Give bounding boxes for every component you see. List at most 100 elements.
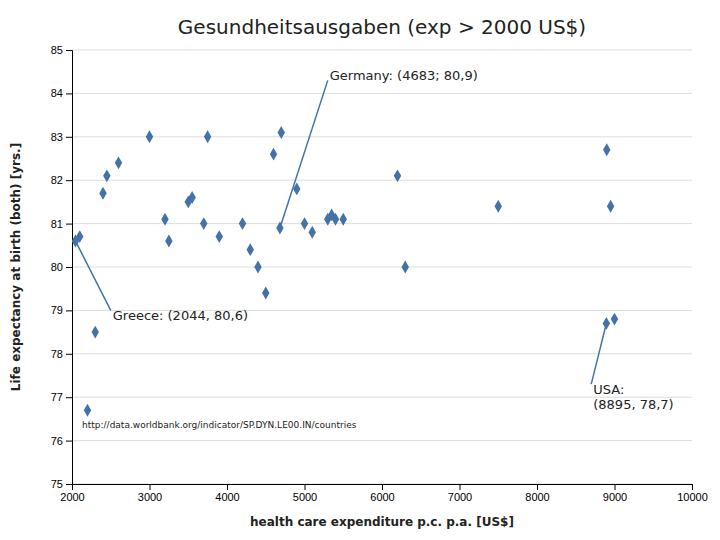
point bbox=[394, 169, 401, 182]
tick: 9000 bbox=[603, 484, 627, 503]
grid-line bbox=[72, 267, 692, 268]
tick-mark bbox=[66, 50, 72, 51]
annotations: Germany: (4683; 80,9) Greece: (2044, 80,6… bbox=[75, 68, 673, 430]
point bbox=[103, 169, 110, 182]
tick-label: 84 bbox=[51, 87, 63, 99]
grid-line bbox=[72, 440, 692, 441]
tick-mark bbox=[66, 180, 72, 181]
tick: 75 bbox=[51, 478, 72, 490]
tick: 2000 bbox=[60, 484, 84, 503]
tick-mark bbox=[305, 484, 306, 490]
point bbox=[340, 213, 347, 226]
tick-label: 82 bbox=[51, 174, 63, 186]
tick-label: 83 bbox=[51, 131, 63, 143]
x-axis: 2000 3000 4000 5000 6000 7000 8000 9000 10000 bbox=[60, 484, 708, 503]
tick: 85 bbox=[51, 44, 72, 56]
point bbox=[76, 230, 83, 243]
tick-mark bbox=[537, 484, 538, 490]
plot-area: 2000 3000 4000 5000 6000 7000 8000 9000 10000 75 7… bbox=[51, 44, 708, 503]
title: Gesundheitsausgaben (exp > 2000 US$) bbox=[178, 15, 586, 39]
point bbox=[278, 126, 285, 139]
tick: 5000 bbox=[293, 484, 317, 503]
point bbox=[495, 200, 502, 213]
tick-label: 7000 bbox=[448, 491, 472, 503]
tick-mark bbox=[66, 93, 72, 94]
point bbox=[204, 130, 211, 143]
annotation: Germany: (4683; 80,9) bbox=[330, 68, 478, 83]
tick-label: 80 bbox=[51, 261, 63, 273]
tick-label: 5000 bbox=[293, 491, 317, 503]
tick-mark bbox=[615, 484, 616, 490]
tick-mark bbox=[66, 354, 72, 355]
tick-mark bbox=[66, 441, 72, 442]
point bbox=[301, 217, 308, 230]
tick-label: 75 bbox=[51, 478, 63, 490]
tick-label: 76 bbox=[51, 435, 63, 447]
axis-line bbox=[66, 51, 73, 485]
point bbox=[402, 261, 409, 274]
tick: 80 bbox=[51, 261, 72, 273]
point bbox=[332, 213, 339, 226]
tick-mark bbox=[227, 484, 228, 490]
tick-mark bbox=[150, 484, 151, 490]
point bbox=[247, 243, 254, 256]
tick-label: 4000 bbox=[215, 491, 239, 503]
point bbox=[216, 230, 223, 243]
tick-label: 10000 bbox=[677, 491, 708, 503]
tick-label: 8000 bbox=[525, 491, 549, 503]
tick: 84 bbox=[51, 87, 72, 99]
point bbox=[165, 235, 172, 248]
tick: 82 bbox=[51, 174, 72, 186]
tick: 4000 bbox=[215, 484, 239, 503]
tick-label: 85 bbox=[51, 44, 63, 56]
point bbox=[161, 213, 168, 226]
tick-mark bbox=[460, 484, 461, 490]
tick-mark bbox=[66, 267, 72, 268]
grid-line bbox=[72, 136, 692, 137]
point bbox=[115, 156, 122, 169]
grid-line bbox=[72, 93, 692, 94]
point bbox=[84, 404, 91, 417]
tick: 77 bbox=[51, 391, 72, 403]
tick: 76 bbox=[51, 435, 72, 447]
tick-mark bbox=[66, 137, 72, 138]
grid bbox=[72, 50, 692, 484]
annotation-line bbox=[280, 80, 328, 228]
grid-line bbox=[72, 50, 692, 51]
tick-label: 78 bbox=[51, 348, 63, 360]
tick: 83 bbox=[51, 131, 72, 143]
point bbox=[99, 187, 106, 200]
tick: 3000 bbox=[138, 484, 162, 503]
tick: 81 bbox=[51, 218, 72, 230]
tick-label: 81 bbox=[51, 218, 63, 230]
point bbox=[239, 217, 246, 230]
point bbox=[200, 217, 207, 230]
point bbox=[254, 261, 261, 274]
annotation: USA:(8895, 78,7) bbox=[593, 382, 673, 413]
tick-mark bbox=[66, 310, 72, 311]
x-axis-label: health care expenditure p.c. p.a. [US$] bbox=[250, 515, 514, 529]
point bbox=[603, 143, 610, 156]
tick: 8000 bbox=[525, 484, 549, 503]
tick-label: 2000 bbox=[60, 491, 84, 503]
annotation-line bbox=[591, 323, 606, 384]
point bbox=[146, 130, 153, 143]
point bbox=[611, 313, 618, 326]
annotation: Greece: (2044, 80,6) bbox=[113, 308, 248, 323]
tick: 6000 bbox=[370, 484, 394, 503]
tick-label: 77 bbox=[51, 391, 63, 403]
point bbox=[188, 191, 195, 204]
point bbox=[92, 326, 99, 339]
source: http://data.worldbank.org/indicator/SP.D… bbox=[82, 420, 357, 430]
tick: 79 bbox=[51, 304, 72, 316]
axis-line bbox=[73, 485, 693, 491]
point bbox=[270, 148, 277, 161]
point bbox=[607, 200, 614, 213]
points bbox=[72, 126, 618, 417]
point bbox=[309, 226, 316, 239]
annotation-line bbox=[75, 241, 110, 310]
tick-mark bbox=[382, 484, 383, 490]
tick-label: 9000 bbox=[603, 491, 627, 503]
tick: 7000 bbox=[448, 484, 472, 503]
tick-label: 3000 bbox=[138, 491, 162, 503]
